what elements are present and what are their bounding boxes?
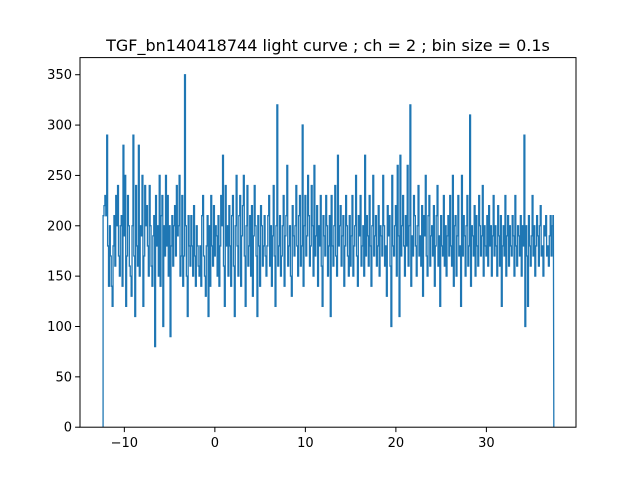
y-tick-label: 0 bbox=[64, 421, 72, 436]
y-tick-label: 250 bbox=[47, 169, 72, 184]
x-tick-label: 20 bbox=[388, 436, 405, 451]
series-line-0 bbox=[102, 74, 555, 428]
y-tick-label: 100 bbox=[47, 320, 72, 335]
y-tick-label: 150 bbox=[47, 270, 72, 285]
x-tick-label: 10 bbox=[297, 436, 314, 451]
plot-area bbox=[102, 74, 555, 428]
x-tick-label: 0 bbox=[211, 436, 219, 451]
x-axis-ticks: −10 0 10 20 30 bbox=[111, 427, 495, 451]
chart-title: TGF_bn140418744 light curve ; ch = 2 ; b… bbox=[105, 36, 550, 56]
y-axis-ticks: 0 50 100 150 200 250 300 350 bbox=[47, 68, 80, 436]
x-tick-label: −10 bbox=[111, 436, 138, 451]
x-tick-label: 30 bbox=[478, 436, 495, 451]
y-tick-label: 200 bbox=[47, 219, 72, 234]
y-tick-label: 50 bbox=[55, 370, 72, 385]
y-tick-label: 350 bbox=[47, 68, 72, 83]
axes-frame bbox=[79, 57, 577, 428]
y-tick-label: 300 bbox=[47, 119, 72, 134]
